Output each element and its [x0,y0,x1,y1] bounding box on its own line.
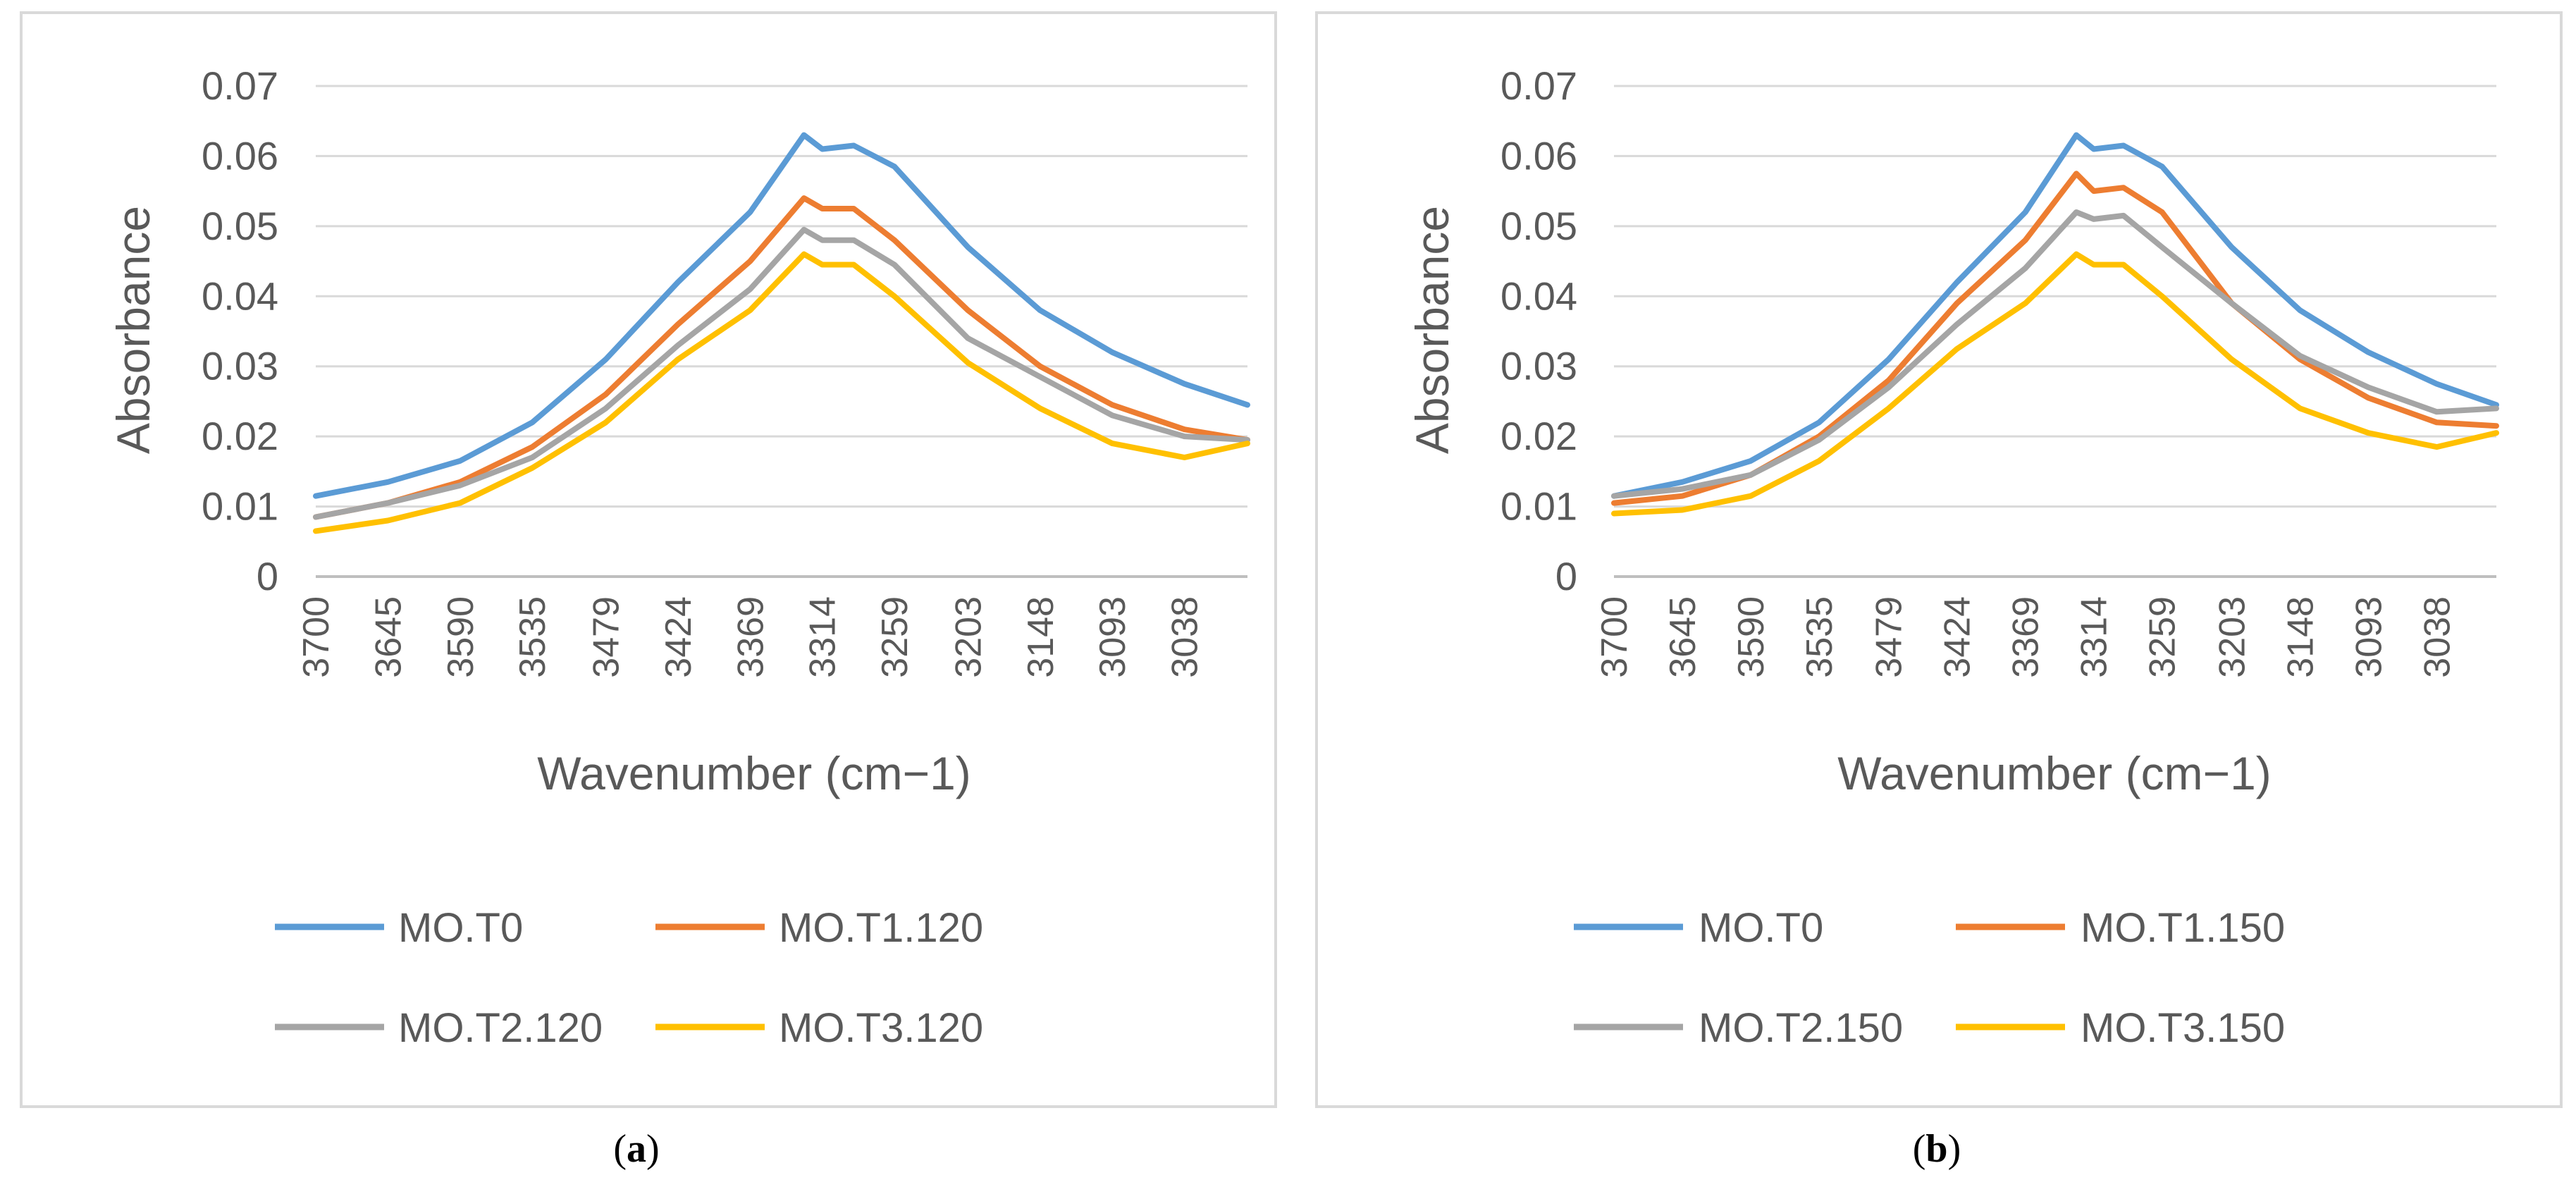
panel-b-y-tick-label: 0.07 [1500,63,1577,108]
legend-a-label-1: MO.T0 [398,905,523,951]
panel-a-y-tick-label: 0 [257,554,278,598]
panel-b-frame [1315,11,2563,1108]
panel-a-series-line-2 [313,195,1250,520]
panel-b-y-ticks: 0 0.01 0.02 0.03 0.04 0.05 0.06 0.07 [1500,63,1577,598]
legend-a-label-3: MO.T2.120 [398,1005,603,1051]
panel-a-x-axis-title: Wavenumber (cm−1) [537,747,971,799]
panel-b-x-tick-label: 3479 [1869,596,1910,678]
panel-b-x-tick-label: 3148 [2280,596,2321,678]
panel-b-x-ticks: 3700 3645 3590 3535 3479 3424 3369 3314 3259 3203… [1594,596,2458,678]
panel-a-x-tick-label: 3314 [803,596,844,678]
panel-b-y-tick-label: 0.06 [1500,133,1577,178]
panel-b-x-tick-label: 3203 [2212,596,2253,678]
panel-b-y-tick-label: 0.02 [1500,414,1577,458]
chart-panel-b: 0 0.01 0.02 0.03 0.04 0.05 0.06 0.07 3700 3645 35… [1315,11,2563,1171]
panel-b-x-tick-label: 3645 [1663,596,1703,678]
panel-b-y-tick-label: 0.04 [1500,273,1577,318]
panel-b-x-tick-label: 3093 [2348,596,2389,678]
legend-a-label-2: MO.T1.120 [779,905,983,951]
panel-a-x-tick-label: 3424 [658,596,699,678]
panel-b-y-tick-label: 0 [1555,554,1577,598]
panel-b-x-tick-label: 3369 [2006,596,2047,678]
panel-a-series-line-4 [313,251,1250,534]
panel-a-series-line-3 [313,226,1250,520]
panel-a-x-tick-label: 3590 [440,596,481,678]
panel-a-x-tick-label: 3700 [296,596,337,678]
panel-a-x-tick-label: 3369 [730,596,771,678]
panel-b-x-tick-label: 3424 [1937,596,1978,678]
panel-a-x-tick-label: 3479 [586,596,627,678]
panel-a-x-tick-label: 3148 [1021,596,1061,678]
panel-a-series [313,132,1250,534]
panel-b-series-line-4 [1611,251,2499,517]
panel-b-series-line-3 [1611,209,2499,499]
panel-a-y-ticks: 0 0.01 0.02 0.03 0.04 0.05 0.06 0.07 [202,63,278,598]
chart-panel-a: 0 0.01 0.02 0.03 0.04 0.05 0.06 0.07 3700 3645 35… [20,11,1277,1171]
panel-b-y-axis-title: Absorbance [1406,206,1458,454]
panel-b-x-tick-label: 3314 [2074,596,2115,678]
panel-b-series [1611,132,2499,517]
panel-b-x-axis-title: Wavenumber (cm−1) [1837,747,2272,799]
panel-a-x-tick-label: 3038 [1165,596,1206,678]
panel-a-y-tick-label: 0.02 [202,414,278,458]
legend-b-label-2: MO.T1.150 [2081,905,2285,951]
panel-a-x-tick-label: 3203 [948,596,989,678]
panel-a-frame [20,11,1277,1108]
panel-a-x-tick-label: 3093 [1092,596,1133,678]
panel-a-y-tick-label: 0.03 [202,344,278,388]
panel-b-x-tick-label: 3259 [2143,596,2183,678]
panel-a-y-tick-label: 0.06 [202,133,278,178]
panel-b-x-tick-label: 3700 [1594,596,1635,678]
legend-b-label-4: MO.T3.150 [2081,1005,2285,1051]
panel-a-y-axis-title: Absorbance [107,206,159,454]
panel-a-x-ticks: 3700 3645 3590 3535 3479 3424 3369 3314 3259 3203… [296,596,1206,678]
panel-b-y-tick-label: 0.03 [1500,344,1577,388]
panel-a-series-line-1 [313,132,1250,499]
legend-b-label-1: MO.T0 [1699,905,1823,951]
panel-a-x-tick-label: 3535 [512,596,553,678]
panel-a-y-tick-label: 0.04 [202,273,278,318]
panel-a-x-tick-label: 3645 [368,596,409,678]
panel-b-gridlines [1614,85,2496,578]
panel-b-x-tick-label: 3535 [1799,596,1840,678]
panel-a-y-tick-label: 0.05 [202,204,278,248]
legend-b-label-3: MO.T2.150 [1699,1005,1903,1051]
legend-a-label-4: MO.T3.120 [779,1005,983,1051]
panel-b-x-tick-label: 3590 [1731,596,1772,678]
panel-a-x-tick-label: 3259 [875,596,916,678]
panel-a-label: (a) [613,1127,659,1171]
panel-b-y-tick-label: 0.05 [1500,204,1577,248]
panel-a-y-tick-label: 0.07 [202,63,278,108]
panel-b-y-tick-label: 0.01 [1500,484,1577,529]
panel-b-series-line-1 [1611,132,2499,499]
panel-b-label: (b) [1913,1127,1961,1171]
panel-b-x-tick-label: 3038 [2417,596,2458,678]
panel-a-y-tick-label: 0.01 [202,484,278,529]
